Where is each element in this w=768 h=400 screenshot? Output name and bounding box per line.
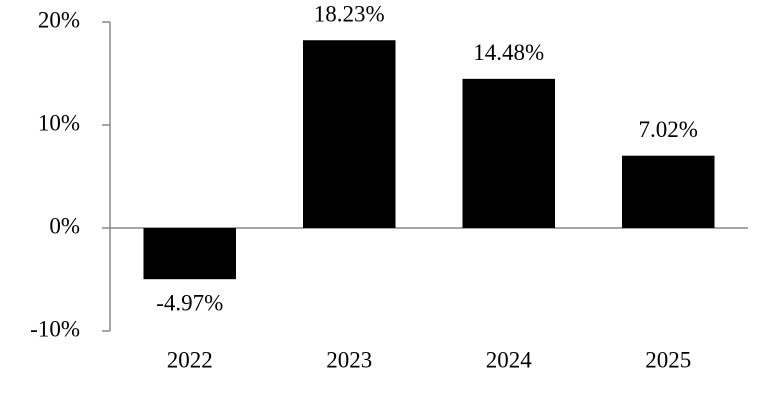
value-label: 18.23% xyxy=(314,2,385,27)
value-label: -4.97% xyxy=(156,290,223,315)
bar xyxy=(621,155,715,228)
x-tick-label: 2023 xyxy=(326,347,372,372)
y-tick-label: 10% xyxy=(38,110,80,135)
bar xyxy=(462,78,556,228)
x-tick-label: 2022 xyxy=(167,347,213,372)
value-label: 14.48% xyxy=(473,40,544,65)
y-tick-label: 20% xyxy=(38,7,80,32)
bar xyxy=(143,228,237,280)
y-tick-label: 0% xyxy=(49,213,80,238)
x-tick-label: 2024 xyxy=(486,347,533,372)
y-tick-label: -10% xyxy=(30,316,80,341)
value-label: 7.02% xyxy=(639,117,698,142)
bar xyxy=(302,40,396,228)
x-tick-label: 2025 xyxy=(645,347,691,372)
